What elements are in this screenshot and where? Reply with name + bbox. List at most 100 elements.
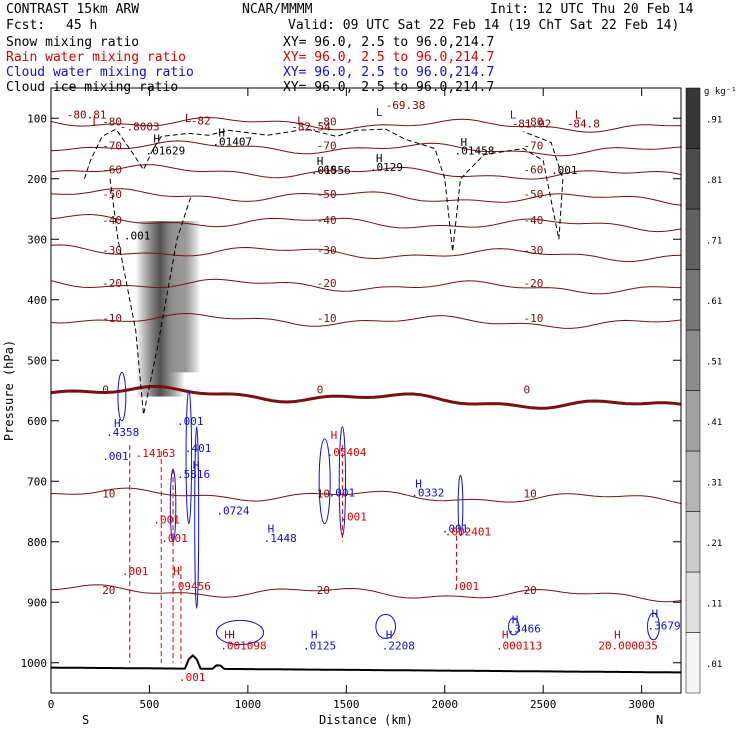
cloud-ice-label-21: H <box>461 136 468 149</box>
colorbar-swatch-7 <box>685 208 701 270</box>
field-xy-snow: XY= 96.0, 2.5 to 96.0,214.7 <box>283 35 495 50</box>
cloud-ice-label-3: L <box>376 106 383 119</box>
colorbar-label-3: .31 <box>706 478 722 488</box>
rain-water-label-6: H <box>331 429 338 442</box>
cloud-water-label-16: H <box>386 629 393 642</box>
x-tick-label-500: 500 <box>140 698 160 711</box>
y-tick-label-100: 100 <box>27 112 47 125</box>
y-tick-label-400: 400 <box>27 294 47 307</box>
colorbar-swatch-1 <box>685 571 701 633</box>
colorbar-swatch-4 <box>685 390 701 452</box>
cloud-water-label-4: .401 <box>185 442 212 455</box>
rain-water-label-14: 20.000035 <box>598 639 658 652</box>
left-end-label: S <box>82 713 89 727</box>
cloud-water-label-11: H <box>415 477 422 490</box>
y-tick-label-600: 600 <box>27 415 47 428</box>
y-tick-label-500: 500 <box>27 354 47 367</box>
rain-water-label-11: H <box>502 629 509 642</box>
rain-water-label-4: H <box>173 565 180 578</box>
plot-frame <box>50 87 682 694</box>
isotherm-label-20-0: 20 <box>102 584 115 597</box>
isotherm-label--60-2: -60 <box>524 164 544 177</box>
isotherm-label-0-1: 0 <box>317 383 324 396</box>
isotherm-label--50-2: -50 <box>524 188 544 201</box>
right-end-label: N <box>656 713 663 727</box>
cloud-water-label-3: .001 <box>177 415 204 428</box>
cloud-water-label-8: H <box>268 523 275 536</box>
isotherm-label-10-0: 10 <box>102 487 115 500</box>
cloud-ice-label-17: H <box>317 155 324 168</box>
y-tick-label-200: 200 <box>27 173 47 186</box>
isotherm-label--20-0: -20 <box>102 277 122 290</box>
x-tick-label-1000: 1000 <box>235 698 262 711</box>
rain-water-label-0: .14163 <box>136 447 176 460</box>
isotherm-label--60-0: -60 <box>102 164 122 177</box>
isotherm-label--30-0: -30 <box>102 244 122 257</box>
cloud-water-label-18: H <box>512 613 519 626</box>
cloud-water-contour-7 <box>647 612 660 641</box>
y-tick-label-300: 300 <box>27 233 47 246</box>
cloud-ice-label-14: -81.92 <box>512 117 552 130</box>
field-name-rain: Rain water mixing ratio <box>6 50 187 65</box>
colorbar-label-7: .71 <box>706 236 722 246</box>
y-tick-label-800: 800 <box>27 536 47 549</box>
valid-time: Valid: 09 UTC Sat 22 Feb 14 (19 ChT Sat … <box>288 18 680 33</box>
isotherm-label-0-0: 0 <box>102 383 109 396</box>
isotherm-10 <box>51 487 681 504</box>
isotherm-label--10-1: -10 <box>317 312 337 325</box>
rain-water-label-2: .001 <box>161 532 188 545</box>
field-xy-rain: XY= 96.0, 2.5 to 96.0,214.7 <box>283 50 495 65</box>
fcst-value: 45 h <box>66 18 98 33</box>
init-time: Init: 12 UTC Thu 20 Feb 14 <box>490 2 694 17</box>
isotherm-label--10-0: -10 <box>102 312 122 325</box>
cloud-ice-label-16: -80.81 <box>67 108 107 121</box>
isotherm--20 <box>51 278 681 295</box>
field-name-cloud-water: Cloud water mixing ratio <box>6 65 194 80</box>
colorbar-swatch-0 <box>685 632 701 694</box>
cloud-ice-label-0: L <box>92 116 99 129</box>
isotherm-label--40-0: -40 <box>102 214 122 227</box>
colorbar-swatch-9 <box>685 87 701 149</box>
colorbar-label-2: .21 <box>706 539 722 549</box>
colorbar-swatch-2 <box>685 511 701 573</box>
colorbar-swatch-6 <box>685 269 701 331</box>
isotherm-label--30-1: -30 <box>317 244 337 257</box>
rain-water-label-13: H <box>614 629 621 642</box>
cloud-water-label-10: .001 <box>329 486 356 499</box>
isotherm--50 <box>51 188 681 206</box>
rain-water-label-3: .001 <box>122 565 149 578</box>
rain-water-label-1: .001 <box>153 514 180 527</box>
cloud-ice-label-9: .01407 <box>212 135 252 148</box>
isotherm-label-10-2: 10 <box>524 487 537 500</box>
cloud-ice-label-6: H <box>153 132 160 145</box>
isotherm-label--60-1: -60 <box>317 164 337 177</box>
field-xy-cloud-water: XY= 96.0, 2.5 to 96.0,214.7 <box>283 65 495 80</box>
colorbar-label-8: .81 <box>706 176 722 186</box>
isotherm-label--50-1: -50 <box>317 188 337 201</box>
rain-water-label-17: .001 <box>179 671 206 684</box>
colorbar-label-0: .01 <box>706 660 722 670</box>
cloud-ice-contour <box>83 128 564 252</box>
cloud-water-contour-8 <box>215 619 265 646</box>
cloud-water-contour-10 <box>318 438 331 525</box>
isotherm--10 <box>51 312 681 329</box>
cloud-ice-label-1: L <box>185 112 192 125</box>
isotherm-label--20-1: -20 <box>317 277 337 290</box>
cloud-ice-label-11: -82 <box>191 114 211 127</box>
cloud-ice-label-23: .001 <box>551 164 578 177</box>
isotherm--40 <box>51 213 681 233</box>
isotherm-label--30-2: -30 <box>524 244 544 257</box>
cloud-water-label-7: .0724 <box>216 505 249 518</box>
cloud-ice-label-4: L <box>510 108 517 121</box>
cloud-water-contour-2 <box>194 426 200 609</box>
cloud-water-label-6: .5816 <box>177 468 210 481</box>
y-tick-label-900: 900 <box>27 596 47 609</box>
isotherm-label-20-1: 20 <box>317 584 330 597</box>
cloud-water-label-5: H <box>193 459 200 472</box>
isotherm--30 <box>51 244 681 263</box>
cloud-water-label-14: H <box>311 629 318 642</box>
cloud-ice-label-18: .01556 <box>311 164 351 177</box>
cloud-ice-label-24: .001 <box>124 229 151 242</box>
